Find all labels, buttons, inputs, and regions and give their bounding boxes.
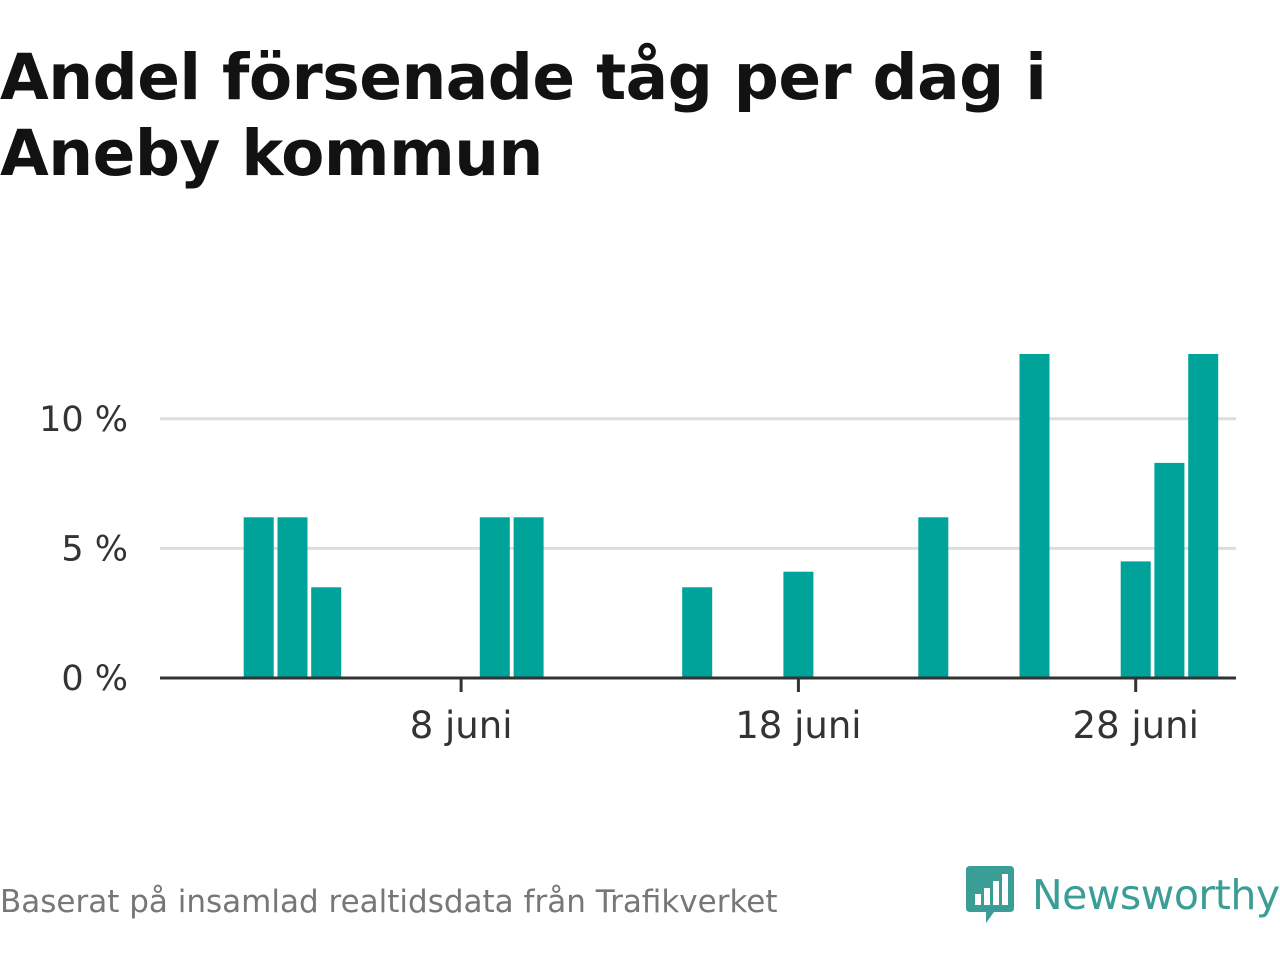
bar	[277, 517, 308, 678]
bar	[1120, 561, 1151, 678]
bar	[918, 517, 949, 678]
bars	[243, 354, 1219, 678]
bar	[1188, 354, 1219, 678]
bar	[1019, 354, 1050, 678]
bar	[1154, 462, 1185, 678]
gridlines	[160, 417, 1236, 550]
x-tick-label: 8 juni	[410, 704, 513, 747]
newsworthy-logo-icon	[966, 866, 1014, 923]
y-tick-label: 5 %	[61, 529, 128, 569]
x-tick-label: 28 juni	[1073, 704, 1199, 747]
bar-chart: 0 % 5 % 10 % 8 juni 18 juni 28 juni	[39, 354, 1236, 747]
y-tick-label: 10 %	[39, 400, 128, 440]
x-tick-label: 18 juni	[735, 704, 861, 747]
axes: 0 % 5 % 10 % 8 juni 18 juni 28 juni	[39, 400, 1236, 747]
y-tick-label: 0 %	[61, 659, 128, 699]
brand-name: Newsworthy	[1032, 871, 1280, 919]
bar	[513, 517, 544, 678]
brand-logo[interactable]: Newsworthy	[964, 864, 1280, 926]
bar	[311, 587, 342, 678]
bar	[783, 571, 814, 678]
source-note: Baserat på insamlad realtidsdata från Tr…	[0, 884, 778, 920]
bar	[243, 517, 274, 678]
bar	[479, 517, 510, 678]
bar	[682, 587, 713, 678]
chart-title: Andel försenade tåg per dag i Aneby komm…	[0, 41, 1047, 190]
